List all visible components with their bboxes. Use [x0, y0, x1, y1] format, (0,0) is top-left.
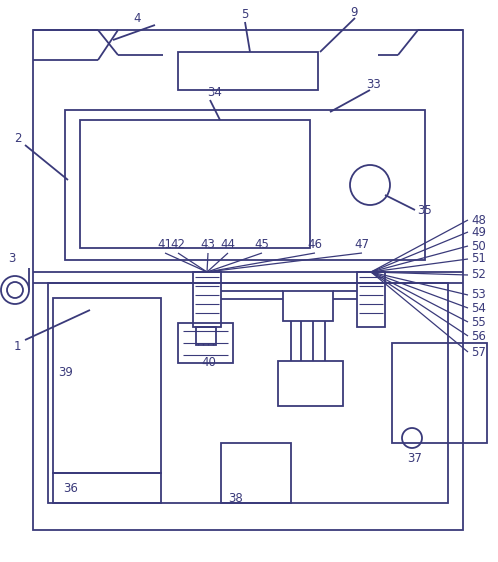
Text: 45: 45: [254, 238, 269, 252]
Text: 38: 38: [228, 492, 243, 505]
Text: 3: 3: [8, 252, 15, 265]
Bar: [48, 283, 448, 503]
Bar: [65, 110, 425, 260]
Text: 47: 47: [354, 238, 369, 252]
Bar: [221, 443, 291, 503]
Text: 46: 46: [307, 238, 322, 252]
Text: 4: 4: [133, 11, 140, 25]
Text: 55: 55: [471, 315, 486, 329]
Bar: [392, 343, 487, 443]
Bar: [80, 120, 310, 248]
Text: 53: 53: [471, 288, 486, 301]
Bar: [196, 327, 216, 345]
Text: 48: 48: [471, 214, 486, 226]
Text: 39: 39: [58, 366, 73, 379]
Bar: [283, 291, 333, 321]
Text: 34: 34: [207, 87, 222, 99]
Bar: [278, 361, 343, 406]
Text: 35: 35: [417, 203, 432, 216]
Text: 42: 42: [170, 238, 185, 252]
Text: 41: 41: [157, 238, 172, 252]
Text: 56: 56: [471, 329, 486, 342]
Bar: [193, 272, 221, 327]
Text: 50: 50: [471, 239, 486, 252]
Bar: [178, 323, 233, 363]
Text: 40: 40: [201, 356, 216, 369]
Text: 54: 54: [471, 301, 486, 315]
Text: 49: 49: [471, 225, 486, 238]
Text: 44: 44: [220, 238, 235, 252]
Bar: [33, 30, 463, 530]
Text: 57: 57: [471, 346, 486, 359]
Text: 5: 5: [241, 7, 249, 20]
Text: 2: 2: [14, 132, 21, 144]
Bar: [357, 272, 385, 327]
Text: 51: 51: [471, 252, 486, 265]
Bar: [53, 473, 161, 503]
Bar: [53, 298, 161, 473]
Text: 43: 43: [200, 238, 215, 252]
Bar: [178, 52, 318, 90]
Text: 9: 9: [350, 6, 358, 19]
Text: 52: 52: [471, 269, 486, 282]
Text: 36: 36: [63, 482, 78, 495]
Text: 37: 37: [407, 451, 422, 465]
Text: 1: 1: [14, 341, 21, 353]
Text: 33: 33: [366, 78, 381, 90]
